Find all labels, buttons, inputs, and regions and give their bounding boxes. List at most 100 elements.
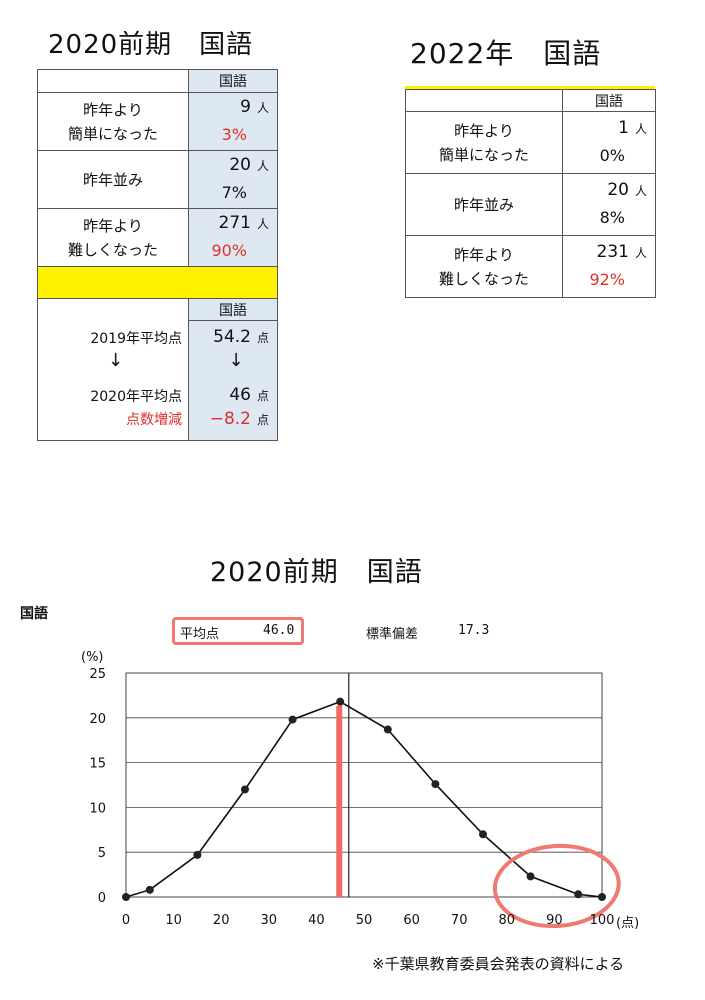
left-row-harder-count: 271: [218, 212, 251, 233]
left-row-easier-label-2: 簡単になった: [67, 124, 158, 143]
left-header-blank: [37, 69, 189, 93]
right-row-same-count: 20: [607, 179, 629, 200]
chart-tick-labels: 0 5 10 15 20 25 0 10 20 30 40 50 60 70 80 90 100 (%) (点): [81, 650, 639, 931]
right-row-harder-label-2: 難しくなった: [438, 269, 529, 288]
data-point-95: [574, 890, 583, 899]
data-point-75: [479, 830, 487, 839]
chart-grid: [126, 672, 602, 853]
left-row-same-count: 20: [229, 154, 251, 175]
right-row-easier-pct: 0%: [599, 145, 625, 165]
data-point-0: [122, 893, 130, 901]
score-header-subject: 国語: [188, 298, 278, 321]
mean-value: 46.0: [263, 623, 295, 638]
score-2020-label: 2020年平均点: [90, 388, 182, 405]
chart-subject-label: 国語: [20, 606, 48, 622]
right-row-easier-label-1: 昨年より: [454, 121, 514, 140]
left-row-same-unit: 人: [256, 158, 269, 173]
data-point-5: [145, 885, 154, 894]
score-2020-unit: 点: [256, 389, 269, 403]
y-tick-label-20: 20: [89, 712, 106, 727]
right-row-easier-count: 1: [618, 117, 629, 138]
x-tick-label-90: 90: [546, 913, 563, 928]
y-tick-label-25: 25: [89, 667, 106, 682]
chart-axes: [125, 672, 603, 898]
left-row-easier-label: 昨年より 簡単になった: [37, 92, 189, 151]
plot-frame: [125, 672, 603, 898]
right-row-harder-label-1: 昨年より: [454, 245, 514, 264]
chart-heading: 2020前期 国語: [210, 557, 423, 588]
source-note: ※千葉県教育委員会発表の資料による: [372, 955, 625, 973]
score-2020-value: 46: [229, 385, 251, 405]
right-row-harder-pct: 92%: [589, 269, 625, 289]
right-row-easier-unit: 人: [634, 121, 647, 136]
right-header-blank: [405, 89, 563, 112]
score-labels-cell: 2019年平均点 ↓ 2020年平均点 点数増減: [37, 320, 189, 441]
y-tick-label-0: 0: [98, 891, 106, 906]
x-axis-unit-label: (点): [616, 916, 639, 931]
right-row-same-unit: 人: [634, 183, 647, 198]
mean-label: 平均点: [180, 627, 220, 642]
score-diff-label: 点数増減: [126, 411, 182, 428]
score-diff-value: −8.2: [209, 409, 251, 429]
data-point-35: [288, 715, 297, 724]
mean-line: [336, 705, 343, 897]
data-point-85: [526, 872, 535, 881]
right-table-title: 2022年 国語: [410, 37, 602, 70]
mean-highlight-box: [172, 617, 304, 645]
x-tick-label-0: 0: [122, 913, 130, 928]
x-tick-label-50: 50: [356, 913, 373, 928]
data-point-65: [431, 780, 440, 789]
x-tick-label-100: 100: [590, 913, 615, 928]
distribution-line: [125, 700, 603, 898]
x-tick-label-80: 80: [499, 913, 516, 928]
score-arrow-left: ↓: [108, 349, 124, 371]
score-2019-unit: 点: [256, 331, 269, 345]
left-table-title: 2020前期 国語: [48, 30, 254, 60]
right-row-same-label: 昨年並み: [405, 173, 563, 236]
x-tick-label-30: 30: [261, 913, 278, 928]
score-2019-label: 2019年平均点: [90, 330, 182, 347]
right-row-harder-value: 231 人 92%: [562, 235, 656, 298]
right-row-harder-count: 231: [596, 241, 629, 262]
left-row-harder-label-1: 昨年より: [83, 216, 143, 235]
data-point-25: [241, 785, 249, 794]
score-2019-value: 54.2: [213, 327, 251, 347]
left-row-harder-value: 271 人 90%: [188, 208, 278, 267]
data-point-45: [336, 697, 345, 706]
right-row-easier-label: 昨年より 簡単になった: [405, 111, 563, 174]
left-row-harder-label-2: 難しくなった: [67, 240, 158, 259]
score-diff-unit: 点: [256, 413, 269, 427]
left-row-same-label: 昨年並み: [37, 150, 189, 209]
x-tick-label-70: 70: [451, 913, 468, 928]
left-row-harder-label: 昨年より 難しくなった: [37, 208, 189, 267]
left-row-easier-pct: 3%: [221, 124, 247, 144]
right-row-harder-label: 昨年より 難しくなった: [405, 235, 563, 298]
right-row-same-value: 20 人 8%: [562, 173, 656, 236]
right-table-yellow-rule: [405, 86, 655, 89]
score-arrow-right: ↓: [228, 350, 244, 371]
right-row-same-pct: 8%: [599, 207, 625, 227]
left-row-easier-unit: 人: [256, 100, 269, 115]
yellow-separator-band: [37, 266, 278, 299]
x-tick-label-10: 10: [165, 913, 182, 928]
x-tick-label-60: 60: [403, 913, 420, 928]
x-tick-label-40: 40: [308, 913, 325, 928]
left-row-same-value: 20 人 7%: [188, 150, 278, 209]
left-row-harder-pct: 90%: [211, 240, 247, 260]
sd-value: 17.3: [458, 623, 490, 638]
chart-marks: [122, 673, 621, 929]
left-row-easier-label-1: 昨年より: [83, 100, 143, 119]
left-row-harder-unit: 人: [256, 216, 269, 231]
data-point-15: [193, 850, 202, 859]
right-row-easier-label-2: 簡単になった: [438, 145, 529, 164]
score-header-blank: [37, 298, 189, 321]
data-point-55: [383, 725, 392, 734]
left-header-subject: 国語: [188, 69, 278, 93]
sd-label: 標準偏差: [366, 627, 419, 642]
tail-highlight-circle: [492, 843, 621, 929]
data-point-100: [598, 893, 606, 901]
